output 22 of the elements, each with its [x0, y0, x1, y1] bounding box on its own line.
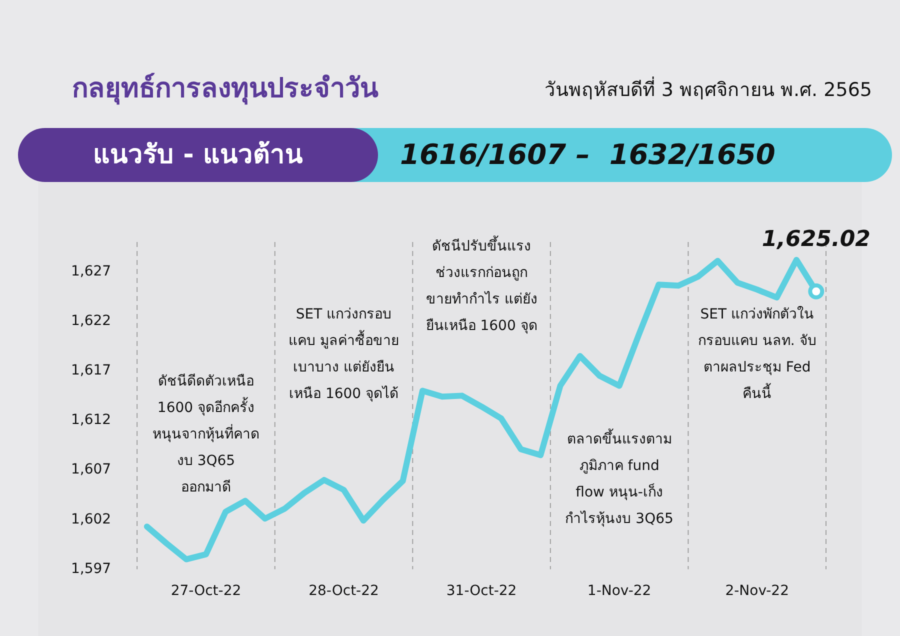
x-tick-label: 31-Oct-22 [446, 583, 517, 600]
data-label: 1,625.02 [762, 227, 870, 252]
chart-subtitle: วันพฤหัสบดีที่ 3 พฤศจิกายน พ.ศ. 2565 [544, 76, 872, 103]
x-tick-label: 2-Nov-22 [725, 583, 789, 600]
y-tick-label: 1,602 [70, 511, 112, 528]
y-tick-label: 1,617 [70, 362, 112, 379]
y-tick-label: 1,607 [70, 462, 112, 478]
annotation: SET แกว่งพักตัวใน กรอบแคบ นลท. จับ ตาผลประชุม Fed คืนนี้ [698, 306, 816, 402]
x-tick-label: 28-Oct-22 [308, 583, 379, 600]
text: 1616/1607 – 1632/1650 [400, 137, 776, 173]
text: แนวรับ - แนวต้าน [18, 128, 378, 182]
y-tick-label: 1,627 [70, 263, 112, 280]
y-tick-label: 1,622 [70, 312, 112, 329]
chart-title: กลยุทธ์การลงทุนประจำวัน [72, 72, 378, 107]
y-tick-label: 1,597 [70, 560, 112, 577]
annotation: ตลาดขึ้นแรงตาม ภูมิภาค fund flow หนุน-เก็ง กำไรหุ้นงบ 3Q65 [565, 428, 674, 528]
annotation: ดัชนีดีดตัวเหนือ 1600 จุดอีกครั้ง หนุนจากหุ้นที่คาด งบ 3Q65 ออกมาดี [152, 374, 260, 496]
y-tick-label: 1,612 [70, 412, 112, 428]
x-tick-label: 1-Nov-22 [587, 583, 652, 600]
annotation: ดัชนีปรับขึ้นแรง ช่วงแรกก่อนถูก ขายทำกำไร แต่ยัง ยืนเหนือ 1600 จุด [426, 236, 538, 334]
annotation: SET แกว่งกรอบ แคบ มูลค่าซื้อขาย เบาบาง แต่ยังยืน เหนือ 1600 จุดได้ [288, 306, 399, 402]
x-tick-label: 27-Oct-22 [170, 583, 242, 600]
